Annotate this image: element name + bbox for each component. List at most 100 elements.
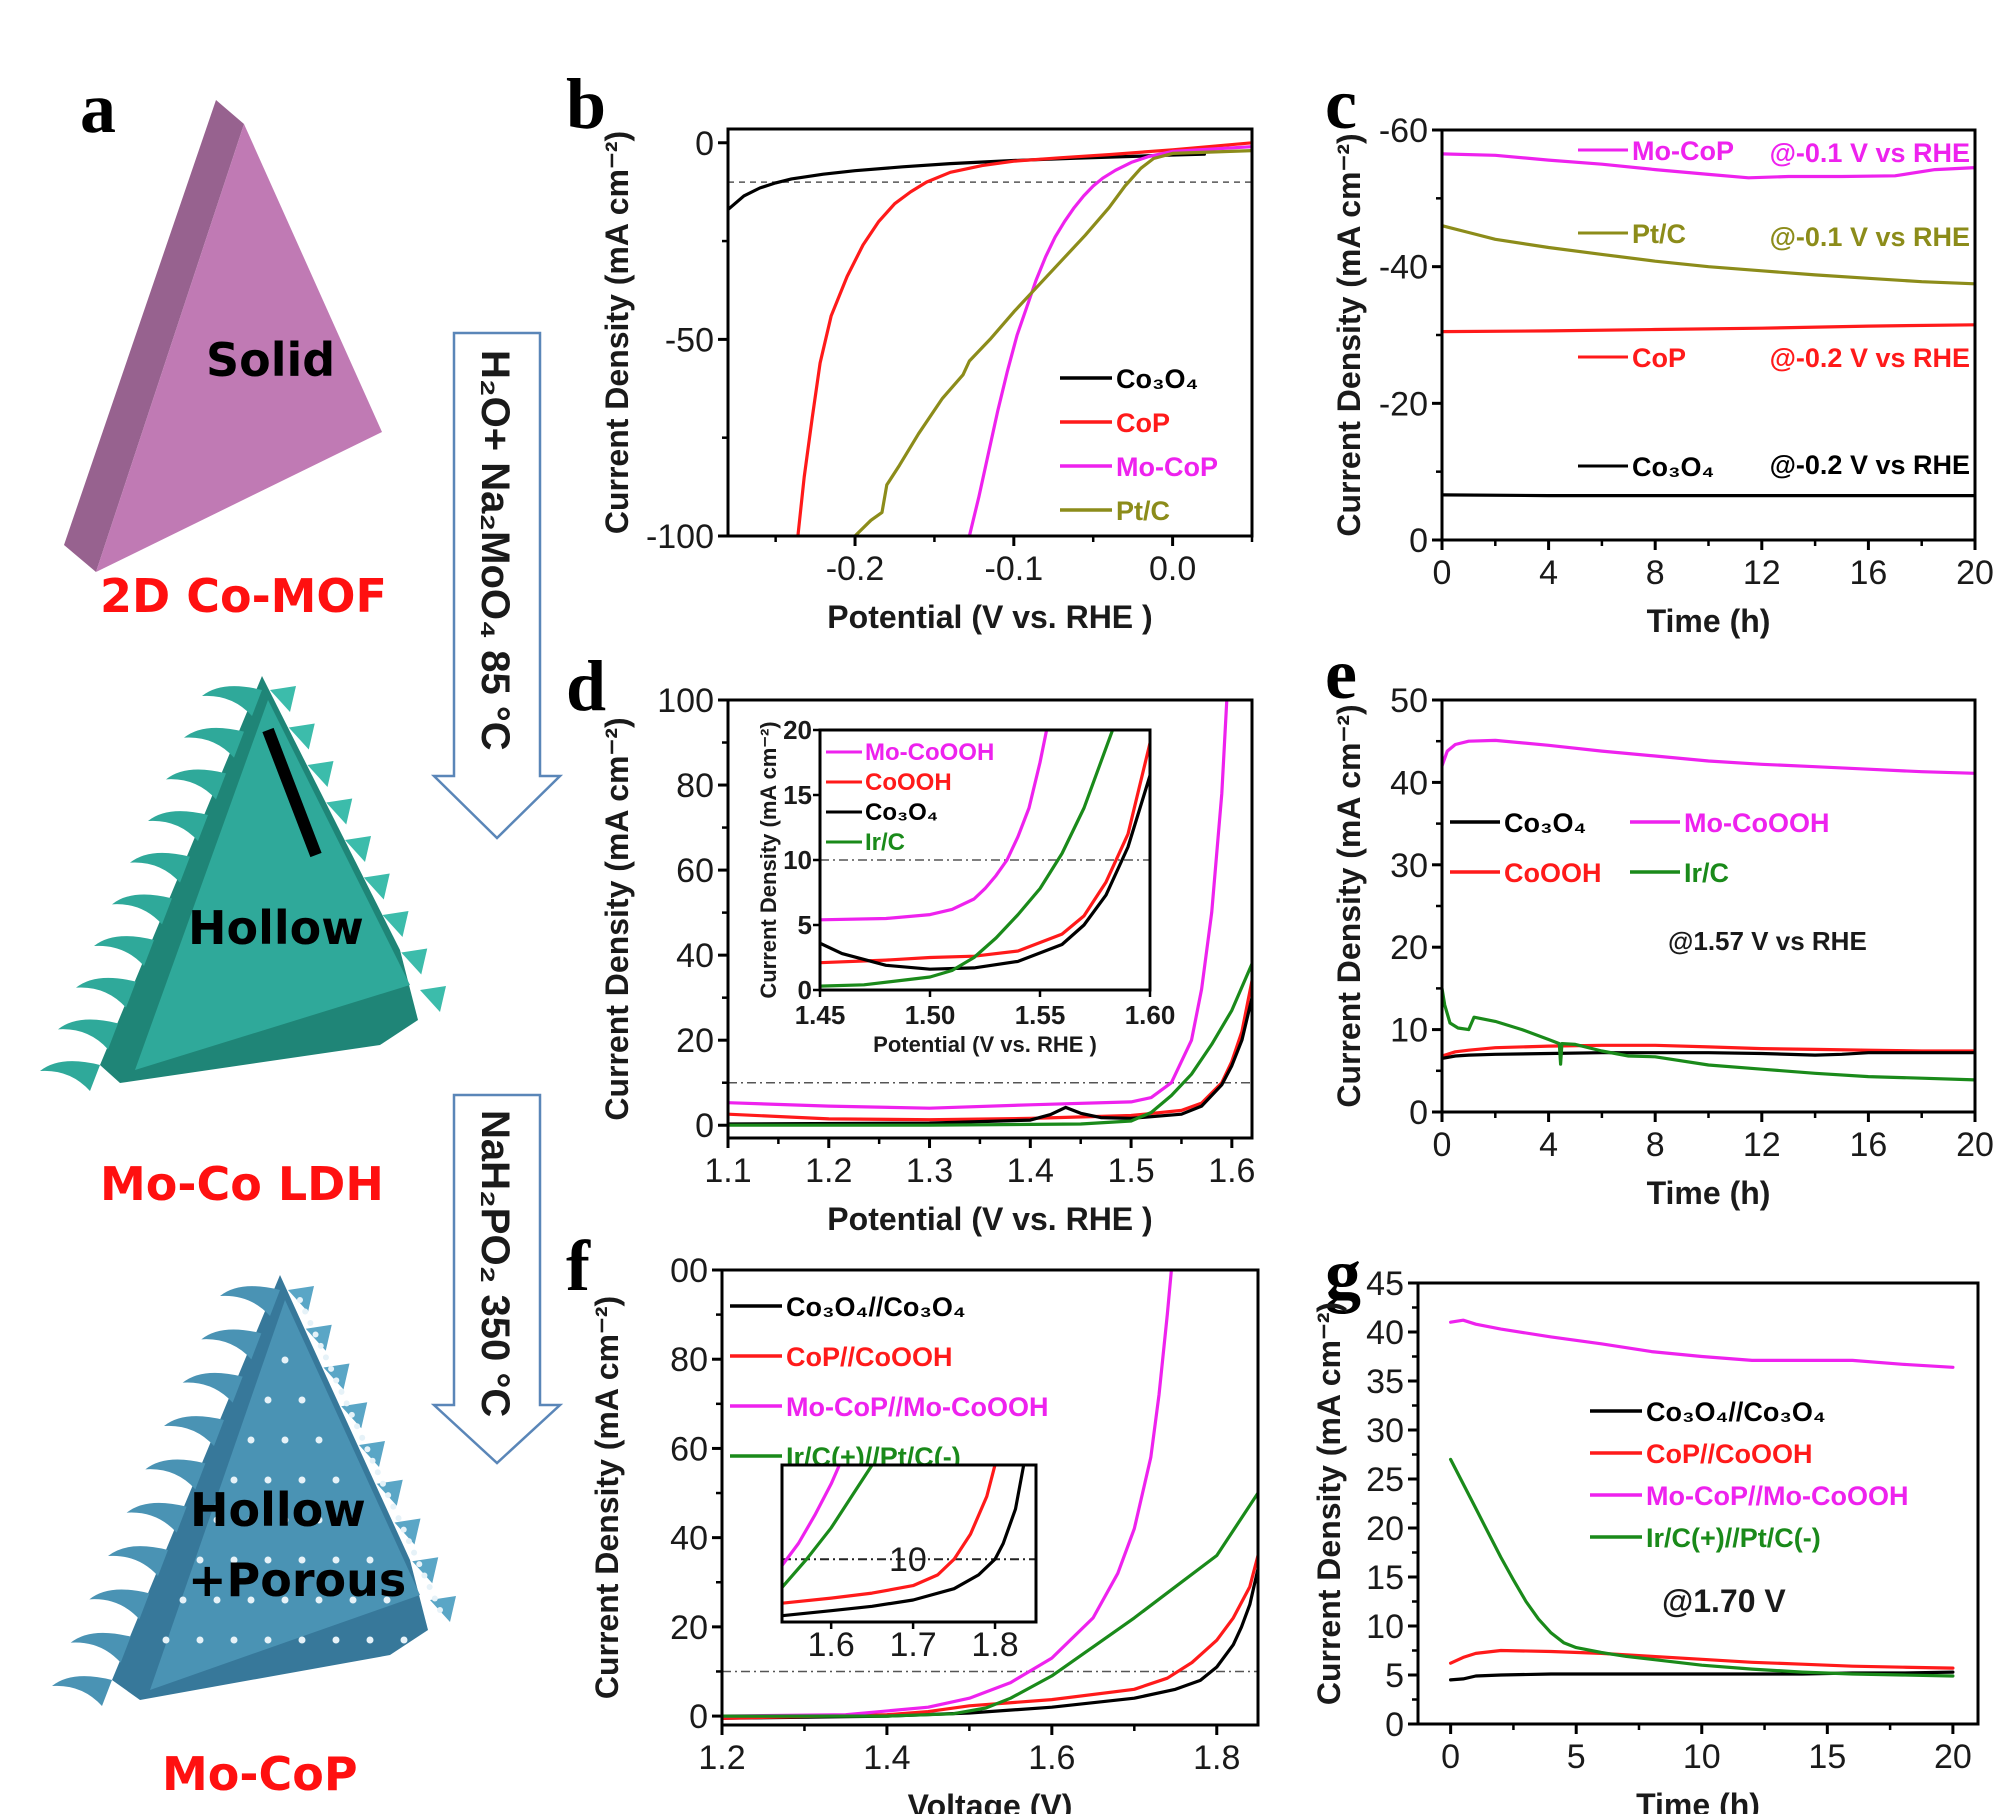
stage-mo-co-ldh: Hollow Mo-Co LDH (40, 676, 446, 1211)
condition-annotation: @-0.1 V vs RHE (1770, 222, 1970, 252)
x-tick-label: 0 (1433, 1126, 1452, 1164)
pore (307, 1319, 314, 1326)
pore (312, 1331, 319, 1338)
x-tick-label: 0 (1433, 554, 1452, 592)
x-tick-label: 8 (1646, 554, 1665, 592)
pore (359, 1434, 366, 1441)
ldh-spike (40, 1061, 100, 1091)
legend: Co₃O₄ Mo-CoOOH CoOOH Ir/C (1450, 808, 1829, 888)
inset-background (782, 1465, 1036, 1622)
y-tick-label: 80 (676, 767, 714, 805)
panel-letter-g: g (1325, 1234, 1361, 1314)
y-tick-label: 30 (1366, 1412, 1404, 1450)
x-tick-label: 15 (1808, 1738, 1846, 1776)
cop-spikes (52, 1286, 456, 1706)
ldh-spike (270, 686, 296, 712)
inset-y-tick-label: 20 (783, 715, 812, 745)
y-tick-label: 40 (1366, 1314, 1404, 1352)
y-tick-label: 20 (1366, 1510, 1404, 1548)
series-line-pt-c (1442, 224, 1975, 286)
panel-letter-c: c (1325, 64, 1357, 144)
stage-2d-co-mof: Solid 2D Co-MOF (64, 100, 387, 623)
inset-series-line-coooh (820, 741, 1150, 965)
chart-panel-e: e 0 4 8 12 16 20 0 10 20 30 40 50 Time (h) Current Den… (1325, 634, 1994, 1211)
inset-y-axis-label: Current Density (mA cm⁻²) (756, 721, 781, 998)
x-tick-label: 16 (1849, 1126, 1887, 1164)
ldh-edge-highlight (262, 727, 322, 858)
ldh-spike (420, 986, 446, 1012)
legend-label-co3o4-co3o4: Co₃O₄//Co₃O₄ (786, 1292, 966, 1322)
legend-label-cop: CoP (1116, 408, 1170, 438)
y-tick-label: 15 (1366, 1559, 1404, 1597)
pore (264, 1476, 272, 1484)
y-tick-label: 30 (1390, 847, 1428, 885)
pore (230, 1636, 238, 1644)
panel-letter-a: a (80, 68, 116, 148)
pore (400, 1636, 408, 1644)
plot-frame (726, 127, 1254, 538)
series-group (1448, 1318, 1955, 1682)
y-tick-label: 40 (676, 937, 714, 975)
pore (332, 1636, 340, 1644)
inset-legend-label-co3o4: Co₃O₄ (865, 799, 938, 826)
pore (298, 1476, 306, 1484)
stage-label-2d-co-mof: 2D Co-MOF (100, 569, 387, 623)
x-axis-label: Time (h) (1647, 1175, 1771, 1211)
inset-legend-label-mo-coooh: Mo-CoOOH (865, 739, 994, 766)
x-tick-label: 1.5 (1107, 1152, 1154, 1190)
panel-letter-e: e (1325, 634, 1357, 714)
pore (332, 1556, 340, 1564)
plot-frame (726, 698, 1254, 1140)
stage-mo-cop: Hollow +Porous Mo-CoP (52, 1275, 456, 1801)
legend-label-mo-cop-mo-coooh: Mo-CoP//Mo-CoOOH (1646, 1481, 1908, 1511)
ldh-spike (401, 948, 428, 975)
pore (421, 1572, 428, 1579)
series-line-cop-coooh (722, 1553, 1258, 1720)
pore (369, 1457, 376, 1464)
ldh-spike (76, 977, 136, 1008)
y-axis-label: Current Density (mA cm⁻²) (599, 717, 635, 1120)
y-axis-label: Current Density (mA cm⁻²) (1311, 1302, 1347, 1705)
series-line-mo-cop (1442, 152, 1975, 180)
cop-pores (162, 1297, 443, 1644)
cop-spike (412, 1557, 439, 1584)
cop-spike (108, 1546, 168, 1576)
stage-label-mo-cop: Mo-CoP (162, 1747, 358, 1801)
x-tick-label: 20 (1956, 554, 1994, 592)
legend-label-co3o4-co3o4: Co₃O₄//Co₃O₄ (1646, 1397, 1826, 1427)
inset-d: 1.45 1.50 1.55 1.60 0 5 10 15 20 Potential (V vs.… (756, 715, 1175, 1057)
ldh-inner-face (135, 700, 410, 1070)
cop-spike (201, 1329, 262, 1360)
series-line-cop (796, 141, 1252, 536)
inset-reference-label: 10 (889, 1541, 927, 1579)
inset-x-axis-label: Potential (V vs. RHE ) (873, 1032, 1097, 1057)
y-tick-label: 60 (670, 1430, 708, 1468)
pore (264, 1556, 272, 1564)
legend-label-ir-c-pt-c: Ir/C(+)//Pt/C(-) (1646, 1523, 1821, 1553)
stage-shape-text-hollow: Hollow (190, 1483, 366, 1537)
plot-frame (720, 1268, 1260, 1727)
pore (385, 1492, 392, 1499)
arrow-down-icon (430, 1093, 564, 1465)
pore (349, 1516, 357, 1524)
inset-x-tick-label: 1.7 (889, 1626, 936, 1664)
x-tick-label: 16 (1849, 554, 1887, 592)
panel-letter-f: f (566, 1226, 591, 1306)
pore (348, 1411, 355, 1418)
y-tick-label: -20 (1379, 385, 1428, 423)
pore (298, 1636, 306, 1644)
inset-series-line-mo-coooh (820, 730, 1049, 922)
x-tick-label: -0.2 (826, 550, 885, 588)
legend: Co₃O₄ CoP Mo-CoP Pt/C (1060, 364, 1218, 526)
series-group (1442, 738, 1975, 1082)
y-tick-label: -100 (646, 518, 714, 556)
legend-label-cop-coooh: CoP//CoOOH (1646, 1439, 1813, 1469)
pore (349, 1596, 357, 1604)
legend-label-co3o4: Co₃O₄ (1632, 452, 1714, 482)
series-line-ir-c (1442, 986, 1975, 1082)
y-tick-label: 0 (1409, 1094, 1428, 1132)
series-line-mo-coooh (1442, 738, 1975, 775)
y-axis-label: Current Density (mA cm⁻²) (599, 131, 635, 534)
ldh-spike (326, 798, 353, 825)
